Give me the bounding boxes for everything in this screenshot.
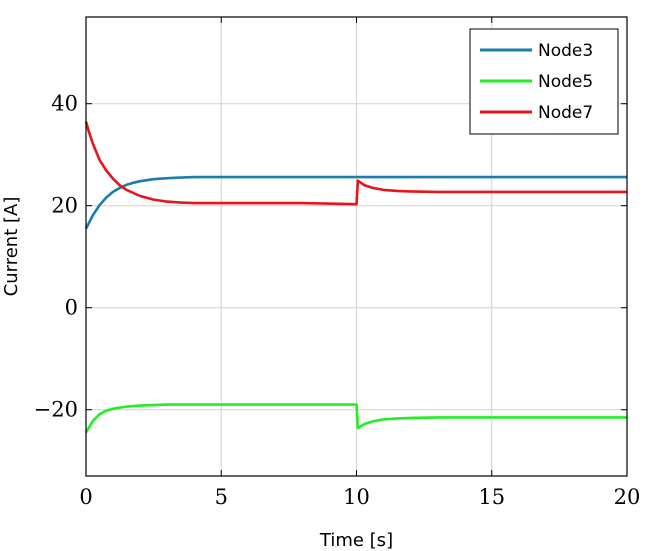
x-tick-label: 10 xyxy=(343,485,370,509)
series-line-node7 xyxy=(84,121,627,206)
x-axis-title: Time [s] xyxy=(319,530,393,551)
y-tick-label: −20 xyxy=(34,398,78,422)
x-tick-label: 5 xyxy=(215,485,228,509)
series-line-node3 xyxy=(84,175,627,230)
x-tick-label: 0 xyxy=(79,485,92,509)
series-lines xyxy=(84,121,627,434)
x-axis-ticks: 0 5 10 15 20 xyxy=(79,17,640,509)
series-line-node5 xyxy=(84,403,627,434)
y-axis-title: Current [A] xyxy=(1,197,22,297)
y-tick-label: 0 xyxy=(65,296,78,320)
x-tick-label: 15 xyxy=(478,485,505,509)
legend-box xyxy=(469,28,619,135)
y-tick-label: 40 xyxy=(51,92,78,116)
y-axis-ticks: −20 0 20 40 xyxy=(34,92,627,422)
x-tick-label: 20 xyxy=(614,485,641,509)
legend-label: Node3 xyxy=(538,41,593,61)
legend: Node3 Node5 Node7 xyxy=(469,28,619,135)
legend-label: Node7 xyxy=(538,103,593,123)
y-tick-label: 20 xyxy=(51,194,78,218)
legend-label: Node5 xyxy=(538,72,593,92)
